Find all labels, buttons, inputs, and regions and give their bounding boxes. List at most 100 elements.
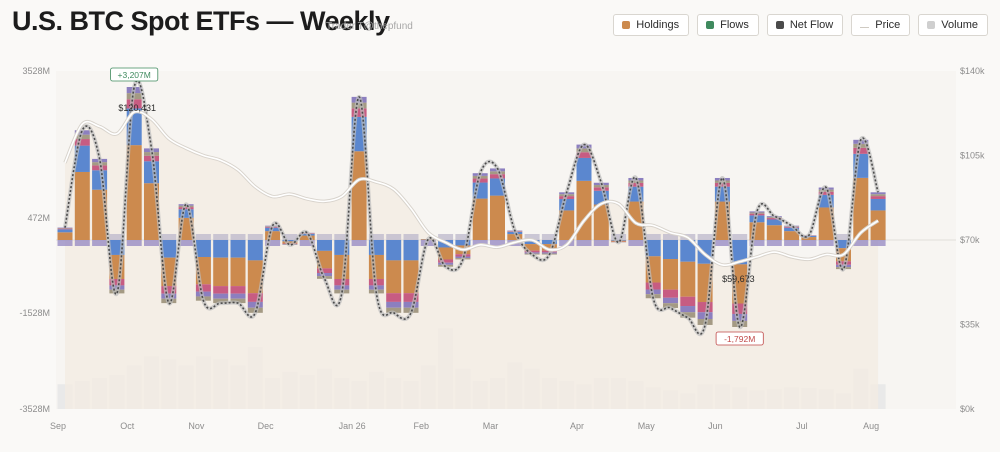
flow-segment-holdings — [766, 225, 782, 240]
legend-label: Price — [875, 19, 901, 31]
flow-segment-counter — [351, 240, 367, 246]
flow-segment-pink — [195, 284, 211, 292]
price-line — [64, 110, 879, 266]
flow-segment-pink — [663, 289, 678, 298]
flow-segment-holdings — [282, 241, 298, 244]
flow-segment-counter — [438, 234, 454, 240]
flow-segment-counter — [749, 240, 765, 246]
x-axis-tick: May — [638, 421, 656, 431]
flow-segment-purple — [870, 192, 886, 195]
price-area — [65, 112, 879, 410]
flow-segment-holdings — [213, 257, 229, 287]
flow-segment-pink — [126, 99, 142, 109]
flow-segment-counter — [74, 240, 90, 246]
flow-segment-pink — [438, 259, 454, 263]
flow-segment-counter — [126, 240, 142, 246]
flow-segment-counter — [628, 240, 644, 246]
flow-segment-holdings — [680, 261, 696, 297]
flow-bar — [472, 173, 488, 246]
flow-segment-blue — [784, 227, 800, 232]
flow-segment-counter — [663, 234, 678, 240]
legend-toggle-flows[interactable]: Flows — [697, 14, 759, 36]
flow-segment-purple — [351, 96, 367, 103]
flow-bar — [317, 234, 332, 279]
flow-segment-counter — [576, 240, 592, 246]
flow-segment-holdings — [57, 232, 73, 240]
flow-segment-counter — [870, 240, 886, 246]
flow-segment-counter — [265, 240, 281, 246]
flow-bar — [230, 234, 246, 304]
right-axis-tick: $105k — [960, 151, 985, 161]
flow-segment-counter — [766, 240, 782, 246]
x-axis-tick: Jun — [708, 421, 723, 431]
left-axis-tick: -3528M — [19, 404, 50, 414]
flow-segment-counter — [611, 234, 627, 240]
flow-segment-counter — [490, 240, 505, 246]
x-axis-tick: Mar — [483, 421, 499, 431]
flow-segment-blue — [230, 240, 246, 258]
legend-toggle-net-flow[interactable]: Net Flow — [766, 14, 844, 36]
flow-segment-holdings — [472, 198, 488, 240]
flow-segment-counter — [282, 234, 298, 240]
flow-segment-purple — [663, 297, 678, 304]
legend-label: Volume — [941, 19, 978, 31]
flow-segment-blue — [403, 240, 419, 261]
flow-segment-blue — [680, 240, 696, 262]
chart-byline: Trader T@thepfund — [326, 21, 413, 32]
x-axis-tick: Aug — [863, 421, 879, 431]
flow-segment-blue — [57, 229, 73, 233]
flow-segment-blue — [663, 240, 678, 260]
flow-bar — [57, 227, 73, 246]
x-axis-tick: Oct — [120, 421, 135, 431]
net-flow-halo — [63, 78, 881, 337]
right-axis-tick: $70k — [960, 235, 980, 245]
flow-segment-counter — [230, 234, 246, 240]
flow-segment-pink — [74, 139, 90, 146]
flow-segment-purple — [732, 313, 748, 321]
legend-swatch — [927, 21, 936, 29]
flow-segment-pink — [818, 191, 834, 195]
flow-segment-taupe — [714, 180, 730, 183]
flow-segment-pink — [870, 196, 886, 199]
flow-segment-holdings — [126, 145, 142, 240]
flow-segment-taupe — [386, 307, 402, 313]
left-axis-tick: -1528M — [19, 308, 50, 318]
flow-segment-blue — [247, 240, 263, 261]
legend-toggle-holdings[interactable]: Holdings — [613, 14, 690, 36]
flow-segment-pink — [161, 286, 177, 294]
flow-segment-holdings — [403, 260, 419, 294]
flow-segment-holdings — [507, 234, 523, 240]
flow-segment-counter — [161, 234, 177, 240]
flow-segment-counter — [317, 234, 332, 240]
flow-segment-counter — [403, 234, 419, 240]
flow-segment-counter — [645, 234, 661, 240]
flow-segment-blue — [732, 240, 748, 265]
flow-segment-counter — [853, 240, 869, 246]
flow-segment-blue — [870, 198, 886, 211]
flow-segment-counter — [92, 240, 108, 246]
flow-segment-counter — [178, 240, 194, 246]
flow-segment-pink — [109, 278, 125, 286]
legend-toggle-price[interactable]: Price — [851, 14, 911, 36]
flow-segment-taupe — [576, 148, 592, 153]
flow-segment-blue — [161, 240, 177, 258]
flow-segment-pink — [645, 282, 661, 290]
flow-segment-blue — [541, 240, 557, 245]
flow-bar — [870, 192, 886, 246]
flow-segment-blue — [836, 240, 851, 249]
flow-segment-holdings — [784, 231, 800, 240]
flow-segment-counter — [455, 234, 471, 240]
chart-header: U.S. BTC Spot ETFs — Weekly Trader T@the… — [0, 0, 1000, 52]
flow-segment-holdings — [559, 210, 575, 240]
legend-swatch — [860, 26, 870, 28]
flow-segment-blue — [178, 209, 194, 218]
flow-segment-pink — [351, 108, 367, 117]
flow-segment-counter — [109, 234, 125, 240]
flow-segment-pink — [57, 228, 73, 230]
flow-segment-purple — [680, 306, 696, 313]
flow-bar — [213, 234, 229, 304]
flow-segment-holdings — [247, 260, 263, 294]
flow-segment-pink — [714, 182, 730, 187]
legend-toggle-volume[interactable]: Volume — [918, 14, 988, 36]
flow-segment-blue — [576, 157, 592, 181]
